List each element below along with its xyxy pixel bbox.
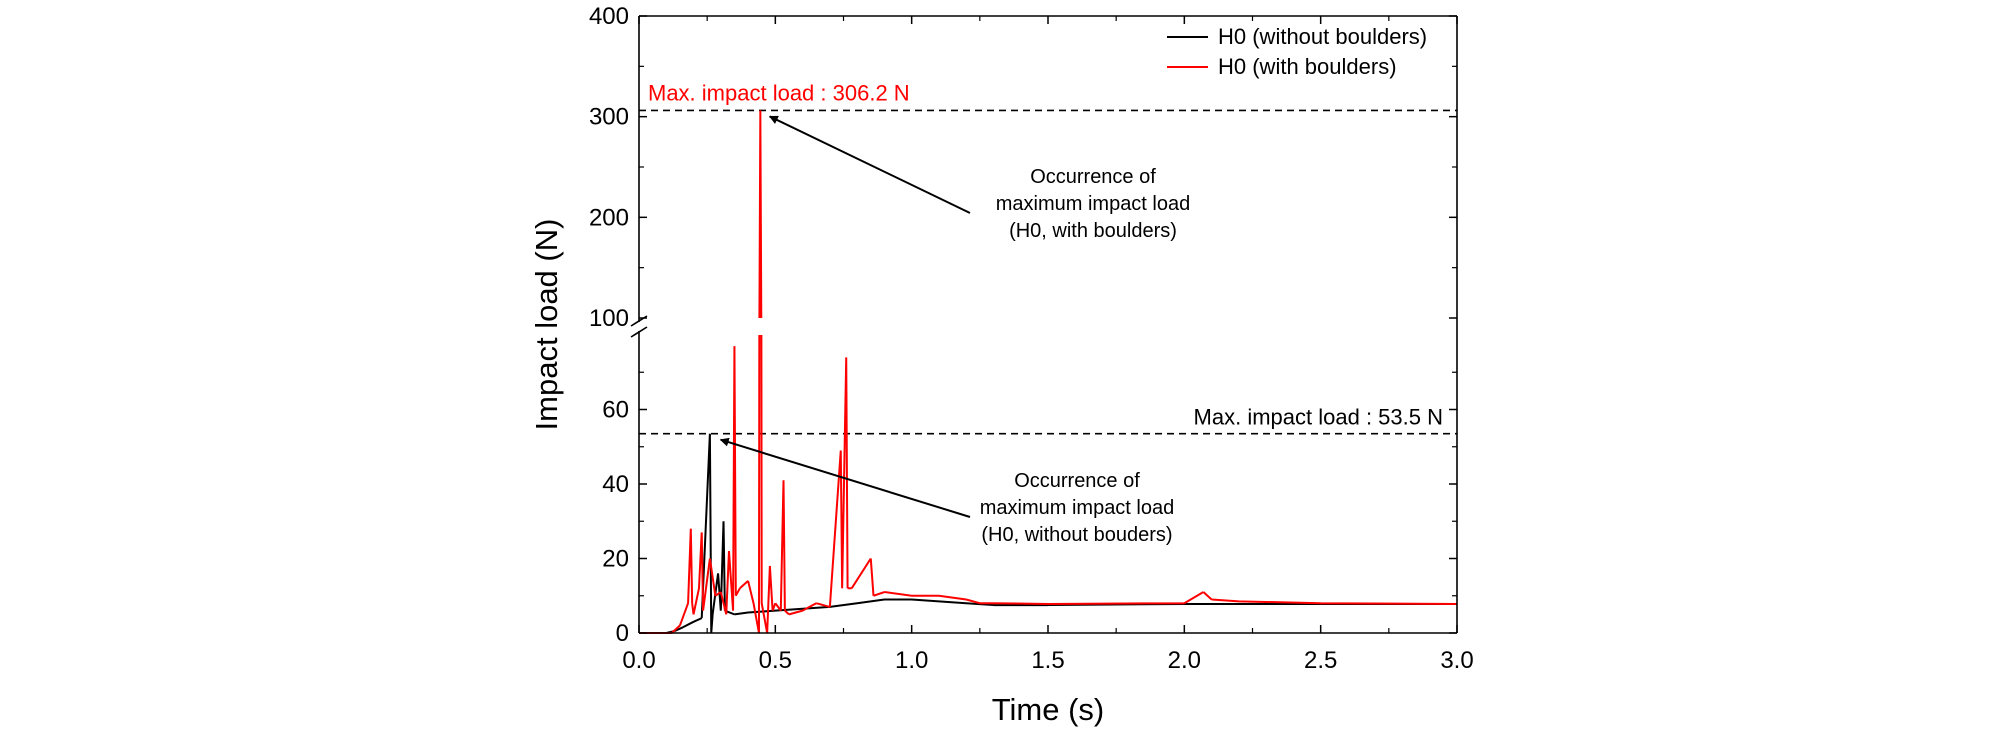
y-tick-label: 40: [602, 471, 629, 498]
annotation-text: (H0, without bouders): [981, 524, 1172, 546]
annotation-text: (H0, with boulders): [1009, 220, 1177, 242]
axes: 0.0 0.5 1.0 1.5 2.0 2.5 3.0 0 20 40 60 100 200 300 400…: [529, 3, 1474, 727]
annotation-text: Occurrence of: [1030, 166, 1156, 188]
x-tick-label: 2.5: [1304, 647, 1337, 674]
y-tick-label: 0: [616, 620, 629, 647]
legend-label: H0 (without boulders): [1218, 24, 1427, 49]
x-tick-label: 0.5: [759, 647, 792, 674]
x-tick-label: 2.0: [1168, 647, 1201, 674]
x-tick-label: 1.5: [1031, 647, 1064, 674]
x-tick-label: 1.0: [895, 647, 928, 674]
y-tick-label: 60: [602, 397, 629, 424]
series-layer: [639, 110, 1458, 634]
series-line: [639, 110, 1458, 634]
series-with-boulders: [639, 110, 1458, 634]
y-axis-title: Impact load (N): [529, 219, 564, 431]
max-load-label: Max. impact load : 53.5 N: [1194, 405, 1443, 430]
annotation-text: Occurrence of: [1014, 470, 1140, 492]
x-axis-title: Time (s): [992, 692, 1105, 727]
axis-break-mark: [630, 326, 648, 338]
y-tick-label: 300: [589, 104, 629, 131]
max-load-label: Max. impact load : 306.2 N: [648, 80, 910, 105]
x-tick-label: 0.0: [622, 647, 655, 674]
y-tick-label: 200: [589, 204, 629, 231]
annotations: Occurrence of maximum impact load (H0, wit…: [719, 115, 1191, 546]
y-tick-label: 100: [589, 305, 629, 332]
annotation-text: maximum impact load: [996, 193, 1191, 215]
legend: H0 (without boulders) H0 (with boulders): [1167, 24, 1427, 79]
reference-lines: Max. impact load : 306.2 N Max. impact lo…: [639, 80, 1457, 435]
annotation-text: maximum impact load: [980, 497, 1175, 519]
y-tick-label: 20: [602, 546, 629, 573]
legend-label: H0 (with boulders): [1218, 54, 1397, 79]
y-tick-label: 400: [589, 3, 629, 30]
annotation-arrow: [719, 437, 971, 518]
annotation-arrow: [768, 115, 971, 214]
x-tick-label: 3.0: [1440, 647, 1473, 674]
